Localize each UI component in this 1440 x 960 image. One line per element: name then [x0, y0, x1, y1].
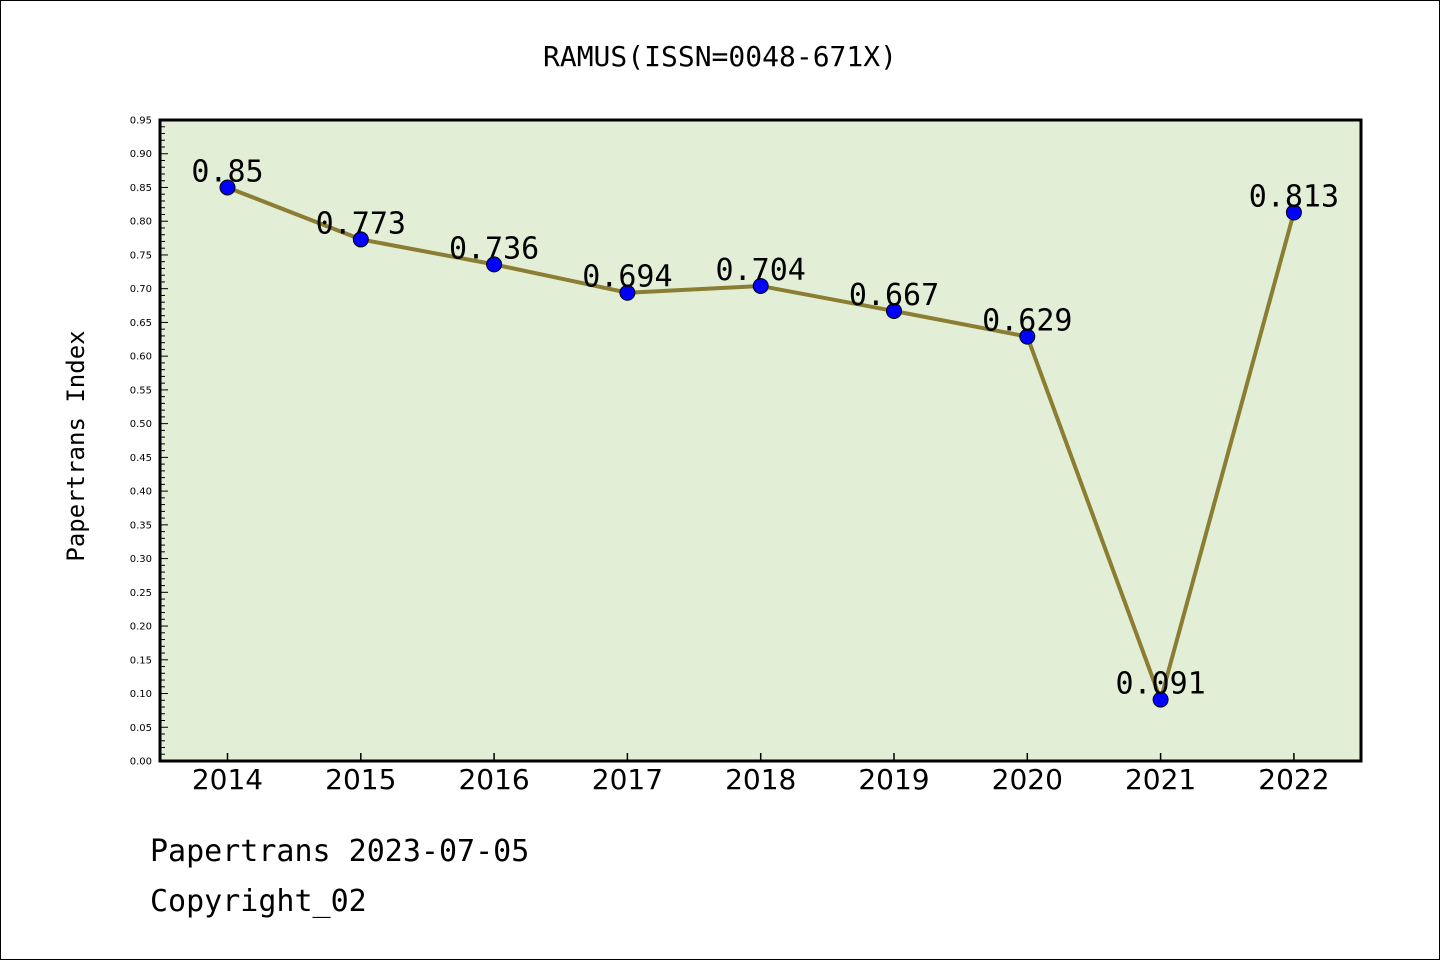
x-tick-label: 2017: [592, 763, 663, 796]
plot-area: [160, 120, 1361, 761]
x-tick-label: 2022: [1258, 763, 1329, 796]
y-tick-label: 0.10: [130, 689, 152, 700]
x-tick-label: 2015: [325, 763, 396, 796]
data-point: [619, 284, 636, 301]
y-tick-label: 0.65: [130, 318, 152, 329]
y-tick-label: 0.90: [130, 149, 152, 160]
y-tick-label: 0.20: [130, 622, 152, 633]
x-tick-label: 2021: [1125, 763, 1196, 796]
y-tick-label: 0.75: [130, 250, 152, 261]
data-point: [352, 231, 369, 248]
y-tick-label: 0.35: [130, 520, 152, 531]
x-tick-label: 2020: [992, 763, 1063, 796]
data-label: 0.091: [1115, 667, 1205, 702]
data-label: 0.85: [191, 154, 263, 189]
y-tick-label: 0.00: [130, 757, 152, 768]
data-point: [1152, 691, 1169, 708]
data-label: 0.667: [849, 278, 939, 313]
y-tick-label: 0.70: [130, 284, 152, 295]
data-point: [1285, 204, 1302, 221]
y-axis: 0.00 0.05 0.10 0.15 0.20 0.25 0.30 0.35 0.40 0.45…: [130, 116, 168, 768]
y-tick-label: 0.25: [130, 588, 152, 599]
x-axis: 2014 2015 2016 2017 2018 2019 2020 2021 2022: [192, 753, 1330, 796]
footer-source: Papertrans 2023-07-05: [150, 834, 530, 869]
data-label: 0.736: [449, 231, 539, 266]
y-tick-label: 0.60: [130, 352, 152, 363]
data-point: [752, 277, 769, 294]
x-tick-label: 2016: [458, 763, 529, 796]
y-tick-label: 0.15: [130, 655, 152, 666]
y-tick-label: 0.85: [130, 183, 152, 194]
data-point: [1019, 328, 1036, 345]
y-tick-label: 0.50: [130, 419, 152, 430]
chart-title: RAMUS(ISSN=0048-671X): [543, 40, 897, 73]
x-tick-label: 2018: [725, 763, 796, 796]
y-tick-label: 0.45: [130, 453, 152, 464]
data-point: [886, 302, 902, 319]
y-tick-label: 0.95: [130, 116, 152, 127]
plot-border: [158, 118, 1363, 763]
data-label: 0.629: [982, 304, 1072, 339]
data-labels: 0.85 0.773 0.736 0.694 0.704 0.667 0.629 0.091 0…: [191, 154, 1339, 701]
data-point: [486, 256, 503, 273]
x-tick-label: 2019: [858, 763, 929, 796]
data-point: [219, 179, 236, 196]
data-label: 0.773: [316, 206, 406, 241]
y-tick-label: 0.40: [130, 487, 152, 498]
y-tick-label: 0.55: [130, 385, 152, 396]
y-tick-label: 0.05: [130, 723, 152, 734]
y-tick-label: 0.30: [130, 554, 152, 565]
series-line-group: [219, 179, 1302, 708]
data-label: 0.694: [582, 260, 672, 295]
y-axis-label: Papertrans Index: [62, 330, 90, 561]
y-tick-label: 0.80: [130, 217, 152, 228]
data-label: 0.813: [1249, 179, 1339, 214]
data-label: 0.704: [716, 253, 806, 288]
x-tick-label: 2014: [192, 763, 263, 796]
footer-copyright: Copyright_02: [150, 884, 367, 919]
